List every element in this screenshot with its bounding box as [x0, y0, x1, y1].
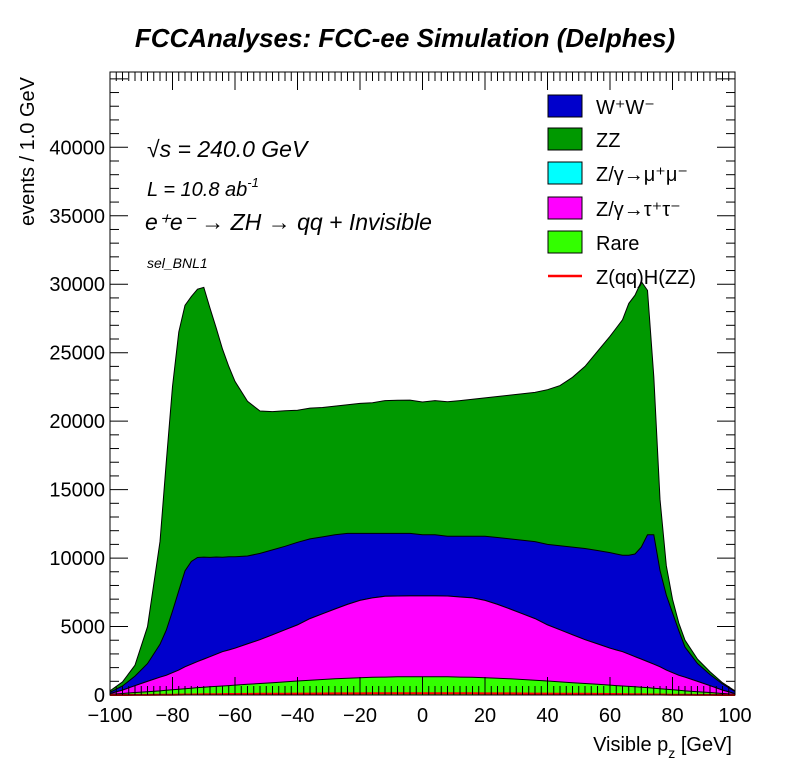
- legend-label-signal: Z(qq)H(ZZ): [596, 267, 696, 289]
- y-tick-label: 5000: [61, 617, 106, 639]
- x-tick-label: −60: [218, 705, 252, 727]
- legend-label-ww: W⁺W⁻: [596, 97, 655, 119]
- legend-swatch-zmumu: [547, 161, 583, 185]
- x-axis-label-unit: [GeV]: [675, 734, 732, 756]
- legend-label-zmumu: Z/γ→μ⁺μ⁻: [596, 164, 688, 186]
- chart-title: FCCAnalyses: FCC-ee Simulation (Delphes): [135, 23, 675, 53]
- y-tick-label: 10000: [49, 548, 105, 570]
- series-area-ztautau: [109, 595, 736, 696]
- x-axis-label-main: Visible p: [593, 734, 668, 756]
- x-tick-label: −100: [87, 705, 132, 727]
- legend-label-zz: ZZ: [596, 130, 620, 152]
- sqrt-s-label: √s = 240.0 GeV: [147, 136, 310, 162]
- sqrt-s-symbol: √s: [147, 136, 172, 162]
- x-tick-label: −80: [156, 705, 190, 727]
- y-tick-label: 30000: [49, 274, 105, 296]
- legend-swatch-zz: [547, 127, 583, 151]
- x-tick-label: −20: [343, 705, 377, 727]
- luminosity-exponent: -1: [247, 175, 259, 190]
- legend-label-ztautau: Z/γ→τ⁺τ⁻: [596, 199, 681, 221]
- y-tick-label: 0: [94, 685, 105, 707]
- y-tick-label: 40000: [49, 137, 105, 159]
- y-tick-label: 35000: [49, 206, 105, 228]
- x-axis-label-sub: z: [668, 745, 675, 761]
- process-label: e⁺e⁻ → ZH → qq + Invisible: [145, 209, 432, 235]
- axes: −100 −80 −60 −40 −20 0 20 40 60 80 100 0 5000 10000 15…: [49, 71, 752, 727]
- luminosity-label: L = 10.8 ab-1: [147, 175, 259, 201]
- y-axis-label: events / 1.0 GeV: [17, 76, 39, 226]
- x-tick-label: 60: [599, 705, 621, 727]
- luminosity-main: L = 10.8 ab: [147, 179, 247, 201]
- x-tick-label: 100: [718, 705, 751, 727]
- x-tick-label: 40: [536, 705, 558, 727]
- y-tick-label: 25000: [49, 343, 105, 365]
- selection-label: sel_BNL1: [147, 255, 208, 271]
- sqrt-s-value: = 240.0 GeV: [171, 136, 310, 162]
- x-tick-label: 80: [661, 705, 683, 727]
- legend-swatch-ztautau: [547, 196, 583, 220]
- x-tick-label: 0: [417, 705, 428, 727]
- legend-swatch-ww: [547, 94, 583, 118]
- x-tick-label: 20: [474, 705, 496, 727]
- legend: W⁺W⁻ ZZ Z/γ→μ⁺μ⁻ Z/γ→τ⁺τ⁻ Rare Z(qq)H(ZZ…: [547, 94, 696, 289]
- x-axis-label: Visible pz [GeV]: [593, 734, 732, 761]
- legend-swatch-rare: [547, 230, 583, 254]
- annotations: √s = 240.0 GeV L = 10.8 ab-1 e⁺e⁻ → ZH →…: [145, 136, 432, 271]
- y-tick-label: 20000: [49, 411, 105, 433]
- x-tick-label: −40: [281, 705, 315, 727]
- y-tick-label: 15000: [49, 480, 105, 502]
- legend-label-rare: Rare: [596, 233, 639, 255]
